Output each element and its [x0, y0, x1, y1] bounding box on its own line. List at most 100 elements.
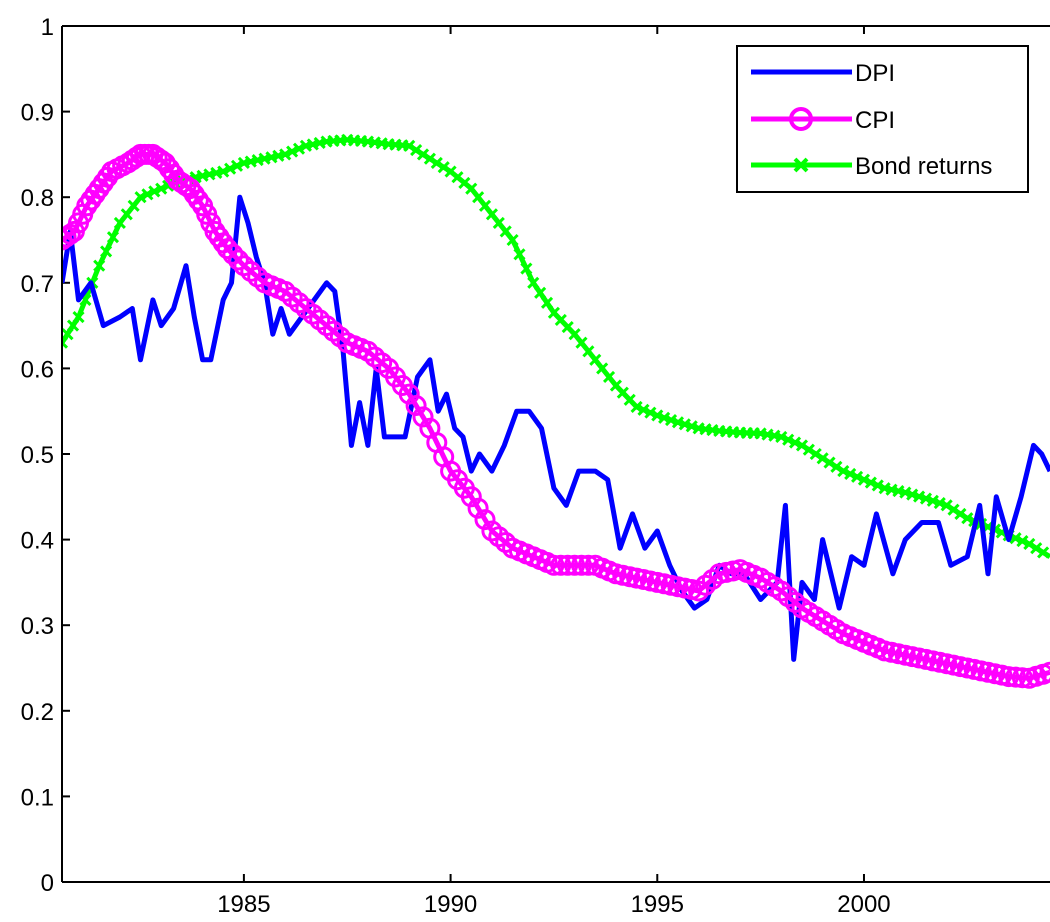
point-bond-returns	[795, 439, 809, 452]
point-bond-returns	[637, 403, 650, 416]
point-cpi	[571, 554, 592, 576]
point-bond-returns	[527, 276, 540, 289]
point-bond-returns	[155, 182, 168, 195]
point-bond-returns	[410, 144, 423, 157]
point-bond-returns	[775, 430, 788, 443]
point-cpi	[577, 554, 599, 576]
point-bond-returns	[506, 233, 519, 247]
point-cpi	[543, 554, 565, 576]
point-bond-returns	[961, 512, 974, 525]
point-bond-returns	[100, 245, 113, 258]
point-bond-returns	[279, 148, 292, 161]
point-bond-returns	[62, 336, 69, 349]
point-bond-returns	[106, 231, 120, 244]
point-cpi	[557, 554, 579, 576]
point-bond-returns	[134, 191, 147, 204]
y-tick-label: 0.4	[21, 528, 54, 555]
y-tick-label: 0.7	[21, 271, 54, 298]
point-cpi	[405, 395, 427, 416]
legend-label-dpi: DPI	[855, 60, 895, 87]
point-cpi	[222, 243, 244, 265]
point-bond-returns	[286, 145, 299, 158]
point-cpi	[460, 486, 482, 508]
legend-entry-dpi: DPI	[751, 60, 895, 87]
point-bond-returns	[141, 188, 154, 201]
y-tick-label: 0.3	[21, 613, 54, 640]
y-axis: 0 0.1 0.2 0.3 0.4 0.5 0.6 0.7 0.8 0.9 1	[21, 14, 70, 897]
x-tick-label: 1995	[631, 891, 684, 918]
point-cpi	[1039, 661, 1050, 683]
point-bond-returns	[864, 476, 877, 489]
point-bond-returns	[534, 286, 547, 299]
legend-marker-bond-returns	[793, 157, 809, 173]
point-bond-returns	[940, 499, 953, 512]
point-bond-returns	[66, 319, 80, 332]
point-bond-returns	[954, 507, 967, 520]
point-bond-returns	[1023, 537, 1036, 550]
point-bond-returns	[423, 152, 436, 165]
point-cpi	[550, 554, 572, 576]
point-bond-returns	[782, 433, 795, 446]
y-tick-label: 0.5	[21, 442, 54, 469]
series-bond-returns	[62, 133, 1050, 559]
point-bond-returns	[148, 185, 161, 198]
point-bond-returns	[403, 139, 416, 152]
point-bond-returns	[1037, 546, 1050, 559]
point-bond-returns	[947, 503, 960, 516]
point-bond-returns	[644, 406, 657, 419]
point-cpi	[227, 249, 249, 271]
point-bond-returns	[520, 262, 533, 275]
point-bond-returns	[540, 296, 554, 309]
point-cpi	[474, 509, 496, 531]
point-bond-returns	[844, 467, 857, 481]
point-cpi	[398, 383, 420, 405]
point-bond-returns	[1016, 534, 1029, 548]
series-line-dpi	[62, 194, 1050, 662]
point-bond-returns	[93, 259, 106, 272]
x-tick-label: 1985	[217, 891, 270, 918]
plot-frame	[61, 25, 1050, 883]
point-bond-returns	[1030, 542, 1043, 555]
y-tick-label: 0.1	[21, 784, 54, 811]
point-bond-returns	[230, 159, 244, 172]
point-bond-returns	[837, 465, 850, 478]
point-bond-returns	[857, 473, 871, 486]
point-bond-returns	[292, 142, 306, 155]
point-bond-returns	[851, 470, 864, 483]
legend-entry-cpi: CPI	[751, 107, 895, 134]
point-bond-returns	[416, 148, 430, 161]
y-tick-label: 0	[41, 870, 54, 897]
point-cpi	[1005, 666, 1027, 688]
point-bond-returns	[224, 162, 237, 175]
point-bond-returns	[437, 161, 450, 174]
point-cpi	[467, 497, 489, 519]
x-tick-label: 1990	[424, 891, 477, 918]
point-bond-returns	[630, 400, 643, 413]
point-bond-returns	[809, 447, 822, 461]
series-layer	[62, 133, 1050, 689]
series-cpi	[62, 143, 1050, 689]
point-cpi	[564, 554, 586, 576]
legend: DPI CPI Bond returns	[736, 45, 1029, 193]
point-bond-returns	[823, 456, 836, 469]
legend-entry-bond-returns: Bond returns	[751, 153, 992, 180]
point-bond-returns	[816, 452, 829, 465]
point-bond-returns	[430, 156, 443, 170]
y-tick-label: 0.6	[21, 356, 54, 383]
x-axis: 1985 1990 1995 2000	[217, 26, 891, 918]
point-cpi	[1011, 667, 1033, 689]
point-bond-returns	[830, 460, 843, 473]
legend-label-cpi: CPI	[855, 107, 895, 134]
legend-label-bond-returns: Bond returns	[855, 153, 992, 180]
point-bond-returns	[789, 436, 802, 449]
point-bond-returns	[513, 248, 526, 261]
y-tick-label: 0.2	[21, 699, 54, 726]
point-bond-returns	[802, 443, 815, 456]
point-bond-returns	[72, 310, 85, 324]
x-tick-label: 2000	[837, 891, 890, 918]
y-tick-label: 0.8	[21, 185, 54, 212]
point-cpi	[216, 238, 238, 260]
point-cpi	[412, 406, 434, 428]
y-tick-label: 1	[41, 14, 54, 41]
